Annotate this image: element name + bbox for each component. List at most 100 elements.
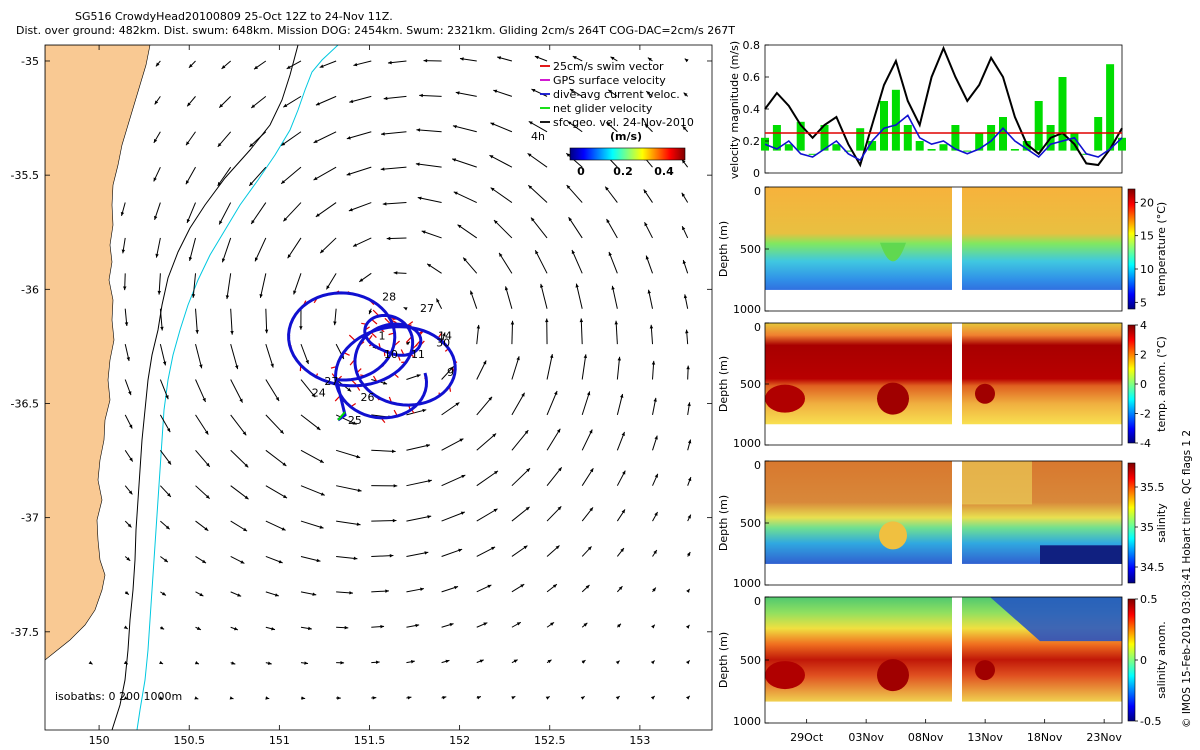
velocity-arrow xyxy=(230,379,243,403)
velocity-arrow xyxy=(336,520,361,526)
velocity-arrow xyxy=(221,60,232,70)
velocity-arrow xyxy=(300,520,324,529)
velocity-arrow xyxy=(441,511,466,522)
velocity-arrow xyxy=(417,196,442,204)
velocity-arrow xyxy=(455,91,477,97)
track-day-label: 27 xyxy=(420,302,434,315)
velocity-arrow xyxy=(195,520,209,532)
velocity-arrow xyxy=(88,696,93,700)
velocity-arrow xyxy=(383,95,407,101)
velocity-arrow xyxy=(686,551,691,557)
velocity-arrow xyxy=(546,354,554,380)
velocity-series-line xyxy=(764,114,1123,162)
section-eddy-core xyxy=(765,384,805,413)
velocity-arrow xyxy=(566,184,583,203)
section-eddy-core xyxy=(975,383,995,404)
velocity-arrow xyxy=(406,551,429,557)
velocity-arrow xyxy=(476,546,496,557)
velocity-arrow xyxy=(299,308,303,330)
net-velocity-bar xyxy=(975,133,984,151)
velocity-arrow xyxy=(534,250,548,274)
velocity-arrow xyxy=(265,661,272,665)
map-xtick-label: 151.5 xyxy=(354,734,386,747)
velocity-arrow xyxy=(265,449,287,467)
velocity-arrow xyxy=(580,695,585,700)
velocity-arrow xyxy=(229,696,234,700)
velocity-arrow xyxy=(581,622,588,628)
velocity-ylabel: velocity magnitude (m/s) xyxy=(728,41,741,179)
velocity-ytick-label: 0.6 xyxy=(743,71,761,84)
velocity-arrow xyxy=(546,467,563,486)
velocity-arrow xyxy=(534,55,548,62)
map-ytick-label: -36 xyxy=(21,283,39,296)
section-ytick-label: 500 xyxy=(740,654,761,667)
credit-text: © IMOS 15-Feb-2019 03:03:41 Hobart time.… xyxy=(1181,430,1193,728)
velocity-arrow xyxy=(280,166,302,185)
velocity-arrow xyxy=(123,625,129,630)
velocity-arrow xyxy=(581,391,591,416)
velocity-arrow xyxy=(406,587,425,593)
net-velocity-bar xyxy=(1034,101,1043,151)
velocity-arrow xyxy=(649,324,654,345)
velocity-arrow xyxy=(490,122,513,133)
velocity-arrow xyxy=(581,467,594,486)
section-ytick-label: 1000 xyxy=(733,303,761,316)
velocity-arrow xyxy=(685,624,690,629)
velocity-arrow xyxy=(462,257,478,274)
figure-title: SG516 CrowdyHead20100809 25-Oct 12Z to 2… xyxy=(75,10,393,23)
velocity-arrow xyxy=(186,96,196,107)
velocity-arrow xyxy=(371,660,380,665)
velocity-arrow xyxy=(616,393,624,416)
velocity-arrow xyxy=(539,283,548,309)
velocity-arrow xyxy=(406,479,432,487)
velocity-arrow xyxy=(511,429,529,451)
date-tick-label: 08Nov xyxy=(908,731,944,744)
velocity-arrow xyxy=(441,474,466,487)
section-field-right xyxy=(962,187,1122,290)
date-tick-label: 23Nov xyxy=(1086,731,1122,744)
velocity-arrow xyxy=(683,92,689,97)
velocity-arrow xyxy=(371,553,394,558)
velocity-arrow xyxy=(217,131,232,148)
velocity-arrow xyxy=(371,624,385,629)
velocity-arrow xyxy=(511,467,531,487)
velocity-arrow xyxy=(614,320,618,345)
date-tick-label: 29Oct xyxy=(790,731,824,744)
velocity-arrow xyxy=(381,131,407,136)
velocity-arrow xyxy=(188,60,196,69)
velocity-arrow xyxy=(346,166,372,176)
velocity-arrow xyxy=(349,95,372,103)
figure-subtitle: Dist. over ground: 482km. Dist. swum: 64… xyxy=(16,24,735,37)
velocity-arrow xyxy=(159,660,164,665)
velocity-arrow xyxy=(647,57,653,62)
velocity-arrow xyxy=(155,237,161,258)
velocity-arrow xyxy=(476,433,497,451)
velocity-ytick-label: 0.8 xyxy=(743,39,761,52)
velocity-arrow xyxy=(159,449,172,465)
velocity-panel: 0 0.2 0.4 0.6 0.8 velocity magnitude (m/s) xyxy=(728,39,1126,180)
section-ytick-label: 0 xyxy=(754,459,761,472)
velocity-arrow xyxy=(265,555,283,564)
velocity-arrow xyxy=(511,545,528,557)
velocity-arrow xyxy=(459,57,477,62)
velocity-arrow xyxy=(528,120,548,133)
velocity-arrow xyxy=(421,230,442,239)
velocity-arrow xyxy=(476,622,488,628)
velocity-arrow xyxy=(160,485,172,498)
velocity-arrow xyxy=(386,236,407,241)
net-velocity-bar xyxy=(868,141,877,151)
velocity-arrow xyxy=(415,162,442,168)
velocity-arrow xyxy=(230,520,248,532)
velocity-arrow xyxy=(687,514,692,522)
velocity-arrow xyxy=(531,88,548,97)
map-xtick-label: 152 xyxy=(449,734,470,747)
section-field-left xyxy=(765,461,952,564)
velocity-arrow xyxy=(441,438,464,451)
velocity-arrow xyxy=(419,93,442,98)
velocity-arrow xyxy=(426,263,442,274)
velocity-arrow xyxy=(581,429,593,451)
velocity-arrow xyxy=(406,623,420,628)
velocity-arrow xyxy=(225,273,232,300)
velocity-arrow xyxy=(160,520,170,530)
section-field-right xyxy=(962,323,1122,425)
